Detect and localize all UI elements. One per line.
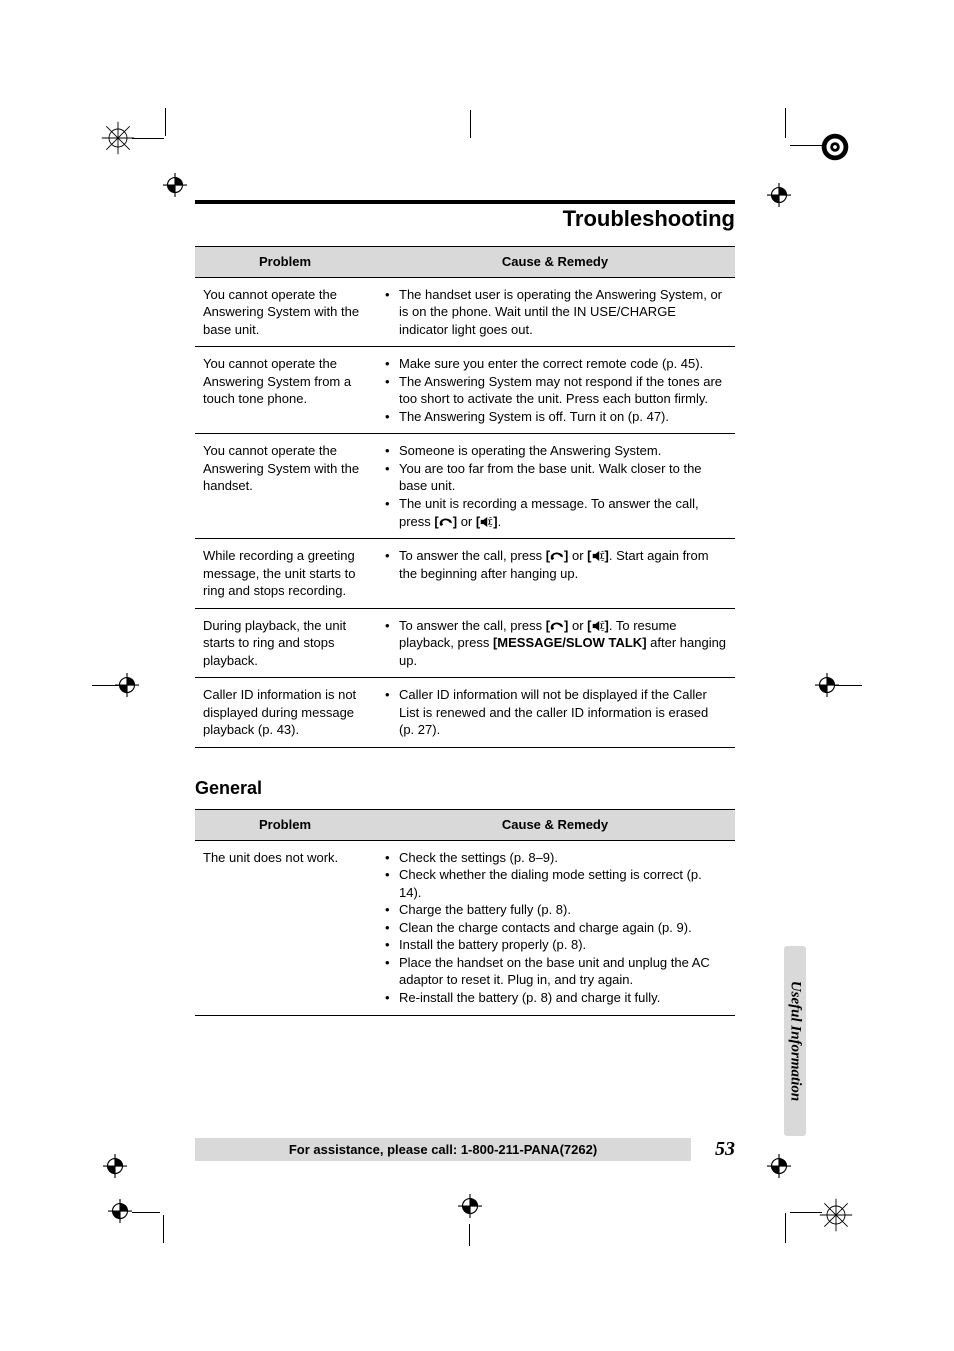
remedy-cell: Someone is operating the Answering Syste… (375, 434, 735, 539)
crop-register-icon (764, 180, 794, 210)
remedy-cell: Caller ID information will not be displa… (375, 678, 735, 748)
problem-cell: You cannot operate the Answering System … (195, 434, 375, 539)
remedy-item: Clean the charge contacts and charge aga… (395, 919, 727, 937)
remedy-item: The unit is recording a message. To answ… (395, 495, 727, 530)
crop-tick (790, 1212, 822, 1213)
remedy-item: Place the handset on the base unit and u… (395, 954, 727, 989)
remedy-cell: Make sure you enter the correct remote c… (375, 347, 735, 434)
section-general: General (195, 778, 735, 799)
crop-tick (165, 108, 166, 136)
footer: For assistance, please call: 1-800-211-P… (195, 1138, 735, 1161)
table-row: While recording a greeting message, the … (195, 539, 735, 609)
page-number: 53 (715, 1138, 735, 1161)
crop-tick (790, 145, 822, 146)
remedy-item: To answer the call, press [] or []. Star… (395, 547, 727, 582)
crop-tick (132, 1212, 160, 1213)
remedy-item: Install the battery properly (p. 8). (395, 936, 727, 954)
remedy-item: Check the settings (p. 8–9). (395, 849, 727, 867)
remedy-item: Someone is operating the Answering Syste… (395, 442, 727, 460)
page-title: Troubleshooting (195, 206, 735, 232)
side-tab: Useful Information (784, 946, 806, 1136)
crop-tick (785, 1213, 786, 1243)
table-row: You cannot operate the Answering System … (195, 347, 735, 434)
problem-cell: Caller ID information is not displayed d… (195, 678, 375, 748)
remedy-item: Caller ID information will not be displa… (395, 686, 727, 739)
page-content: Troubleshooting Problem Cause & Remedy Y… (195, 200, 735, 1016)
remedy-item: You are too far from the base unit. Walk… (395, 460, 727, 495)
problem-cell: You cannot operate the Answering System … (195, 347, 375, 434)
remedy-item: The Answering System may not respond if … (395, 373, 727, 408)
title-rule (195, 200, 735, 204)
crop-tick (163, 1215, 164, 1243)
remedy-cell: Check the settings (p. 8–9).Check whethe… (375, 840, 735, 1015)
troubleshooting-table-2: Problem Cause & Remedy The unit does not… (195, 809, 735, 1015)
col-problem: Problem (195, 810, 375, 841)
troubleshooting-table-1: Problem Cause & Remedy You cannot operat… (195, 246, 735, 748)
problem-cell: You cannot operate the Answering System … (195, 277, 375, 347)
col-remedy: Cause & Remedy (375, 810, 735, 841)
table-row: The unit does not work.Check the setting… (195, 840, 735, 1015)
table-row: You cannot operate the Answering System … (195, 277, 735, 347)
remedy-cell: To answer the call, press [] or []. To r… (375, 608, 735, 678)
remedy-item: The Answering System is off. Turn it on … (395, 408, 727, 426)
table-row: You cannot operate the Answering System … (195, 434, 735, 539)
remedy-item: Charge the battery fully (p. 8). (395, 901, 727, 919)
crop-register-icon (455, 1191, 485, 1221)
col-problem: Problem (195, 247, 375, 278)
table-row: Caller ID information is not displayed d… (195, 678, 735, 748)
crop-tick (92, 685, 120, 686)
crop-target-icon (816, 128, 854, 166)
remedy-item: The handset user is operating the Answer… (395, 286, 727, 339)
crop-tick (132, 138, 164, 139)
remedy-item: Check whether the dialing mode setting i… (395, 866, 727, 901)
crop-register-icon (764, 1151, 794, 1181)
side-tab-label: Useful Information (787, 981, 804, 1101)
problem-cell: While recording a greeting message, the … (195, 539, 375, 609)
crop-register-icon (105, 1196, 135, 1226)
crop-rosette-icon (100, 120, 136, 156)
crop-tick (785, 108, 786, 138)
remedy-item: Make sure you enter the correct remote c… (395, 355, 727, 373)
remedy-cell: The handset user is operating the Answer… (375, 277, 735, 347)
remedy-item: To answer the call, press [] or []. To r… (395, 617, 727, 670)
crop-rosette-icon (818, 1197, 854, 1233)
crop-tick (470, 110, 471, 138)
problem-cell: The unit does not work. (195, 840, 375, 1015)
col-remedy: Cause & Remedy (375, 247, 735, 278)
crop-register-icon (100, 1151, 130, 1181)
assistance-box: For assistance, please call: 1-800-211-P… (195, 1138, 691, 1161)
problem-cell: During playback, the unit starts to ring… (195, 608, 375, 678)
crop-tick (834, 685, 862, 686)
remedy-cell: To answer the call, press [] or []. Star… (375, 539, 735, 609)
table-row: During playback, the unit starts to ring… (195, 608, 735, 678)
crop-register-icon (160, 170, 190, 200)
crop-tick (469, 1224, 470, 1246)
remedy-item: Re-install the battery (p. 8) and charge… (395, 989, 727, 1007)
